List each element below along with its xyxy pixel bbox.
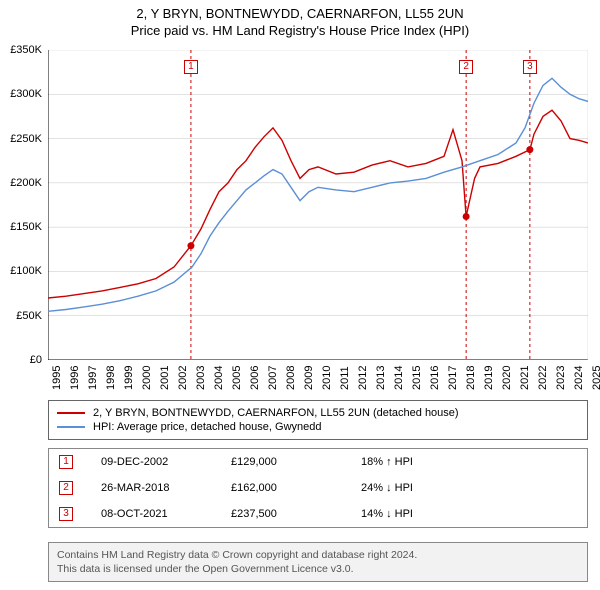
x-axis-tick-label: 2023 [555, 366, 567, 390]
sale-row-marker: 2 [59, 481, 73, 495]
chart-area: 1 2 3 [48, 50, 588, 360]
x-axis-tick-label: 2004 [213, 366, 225, 390]
sale-price: £129,000 [231, 456, 361, 468]
x-axis-tick-label: 2000 [141, 366, 153, 390]
footer-line-1: Contains HM Land Registry data © Crown c… [57, 548, 579, 562]
x-axis-tick-label: 2009 [303, 366, 315, 390]
sale-price: £162,000 [231, 482, 361, 494]
sale-date: 09-DEC-2002 [101, 456, 231, 468]
x-axis-tick-label: 2019 [483, 366, 495, 390]
x-axis-tick-label: 2020 [501, 366, 513, 390]
x-axis-tick-label: 2006 [249, 366, 261, 390]
x-axis-labels: 1995 1996 1997 1998 1999 2000 2001 2002 2003 2004… [48, 362, 588, 392]
sale-dot [463, 213, 470, 220]
attribution-footer: Contains HM Land Registry data © Crown c… [48, 542, 588, 582]
sale-row-marker: 3 [59, 507, 73, 521]
sale-marker-box: 1 [184, 60, 198, 74]
sale-diff: 14% ↓ HPI [361, 508, 577, 520]
sale-price: £237,500 [231, 508, 361, 520]
chart-header: 2, Y BRYN, BONTNEWYDD, CAERNARFON, LL55 … [0, 0, 600, 40]
sale-date: 08-OCT-2021 [101, 508, 231, 520]
x-axis-tick-label: 2007 [267, 366, 279, 390]
chart-title-address: 2, Y BRYN, BONTNEWYDD, CAERNARFON, LL55 … [0, 6, 600, 21]
legend-label: HPI: Average price, detached house, Gwyn… [93, 421, 322, 433]
series-hpi [48, 78, 588, 311]
x-axis-tick-label: 2001 [159, 366, 171, 390]
y-axis-tick-label: £300K [10, 88, 42, 100]
legend-label: 2, Y BRYN, BONTNEWYDD, CAERNARFON, LL55 … [93, 407, 459, 419]
x-axis-tick-label: 2022 [537, 366, 549, 390]
chart-legend: 2, Y BRYN, BONTNEWYDD, CAERNARFON, LL55 … [48, 400, 588, 440]
sale-row-marker: 1 [59, 455, 73, 469]
y-axis-tick-label: £100K [10, 265, 42, 277]
y-axis-tick-label: £150K [10, 221, 42, 233]
x-axis-tick-label: 1997 [87, 366, 99, 390]
y-axis-tick-label: £50K [16, 310, 42, 322]
x-axis-tick-label: 2008 [285, 366, 297, 390]
line-chart-svg [48, 50, 588, 360]
sale-row: 3 08-OCT-2021£237,50014% ↓ HPI [49, 501, 587, 527]
sale-diff: 24% ↓ HPI [361, 482, 577, 494]
y-axis-labels: £0£50K£100K£150K£200K£250K£300K£350K [0, 50, 46, 360]
sale-marker-box: 2 [459, 60, 473, 74]
x-axis-tick-label: 2024 [573, 366, 585, 390]
legend-row: HPI: Average price, detached house, Gwyn… [57, 420, 579, 434]
y-axis-tick-label: £250K [10, 133, 42, 145]
sales-table: 1 09-DEC-2002£129,00018% ↑ HPI 2 26-MAR-201… [48, 448, 588, 528]
x-axis-tick-label: 2025 [591, 366, 600, 390]
x-axis-tick-label: 1998 [105, 366, 117, 390]
sale-dot [187, 242, 194, 249]
sale-diff: 18% ↑ HPI [361, 456, 577, 468]
sale-row: 1 09-DEC-2002£129,00018% ↑ HPI [49, 449, 587, 475]
x-axis-tick-label: 2013 [375, 366, 387, 390]
legend-row: 2, Y BRYN, BONTNEWYDD, CAERNARFON, LL55 … [57, 406, 579, 420]
x-axis-tick-label: 1996 [69, 366, 81, 390]
sale-marker-box: 3 [523, 60, 537, 74]
x-axis-tick-label: 2017 [447, 366, 459, 390]
x-axis-tick-label: 2021 [519, 366, 531, 390]
y-axis-tick-label: £0 [30, 354, 42, 366]
x-axis-tick-label: 2011 [339, 366, 351, 390]
x-axis-tick-label: 2012 [357, 366, 369, 390]
x-axis-tick-label: 2015 [411, 366, 423, 390]
sale-date: 26-MAR-2018 [101, 482, 231, 494]
x-axis-tick-label: 2014 [393, 366, 405, 390]
x-axis-tick-label: 1995 [51, 366, 63, 390]
x-axis-tick-label: 2003 [195, 366, 207, 390]
sale-dot [526, 146, 533, 153]
legend-swatch [57, 412, 85, 414]
sale-row: 2 26-MAR-2018£162,00024% ↓ HPI [49, 475, 587, 501]
footer-line-2: This data is licensed under the Open Gov… [57, 562, 579, 576]
y-axis-tick-label: £350K [10, 44, 42, 56]
chart-title-subtitle: Price paid vs. HM Land Registry's House … [0, 23, 600, 38]
y-axis-tick-label: £200K [10, 177, 42, 189]
x-axis-tick-label: 2018 [465, 366, 477, 390]
x-axis-tick-label: 1999 [123, 366, 135, 390]
x-axis-tick-label: 2005 [231, 366, 243, 390]
x-axis-tick-label: 2016 [429, 366, 441, 390]
legend-swatch [57, 426, 85, 428]
x-axis-tick-label: 2010 [321, 366, 333, 390]
x-axis-tick-label: 2002 [177, 366, 189, 390]
